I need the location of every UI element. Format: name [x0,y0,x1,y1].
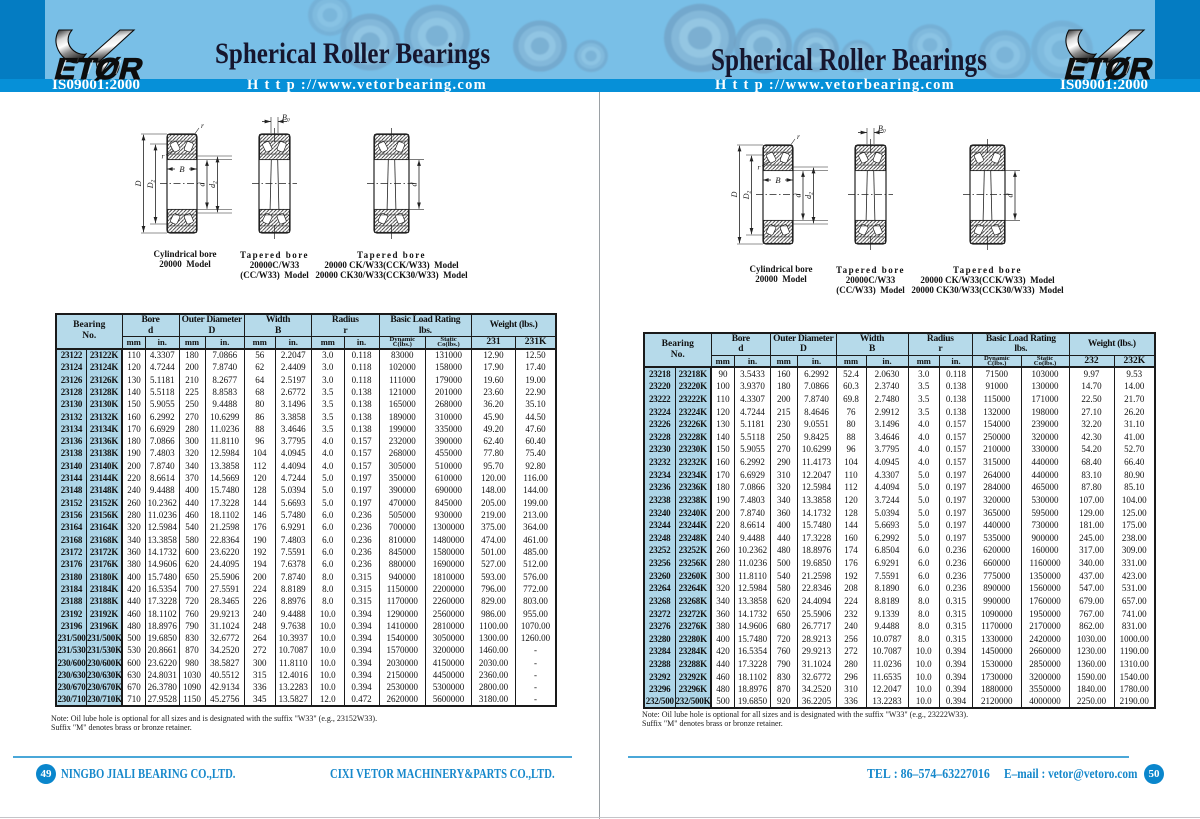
svg-text:20000 CK/W33(CCK/W33) Model: 20000 CK/W33(CCK/W33) Model [324,260,459,270]
svg-text:Tapered bore: Tapered bore [953,265,1022,275]
svg-text:r: r [162,152,165,161]
svg-text:Tapered bore: Tapered bore [240,250,309,260]
svg-text:B0: B0 [282,113,290,124]
svg-text:d: d [1006,193,1015,198]
svg-text:d2: d2 [208,181,219,188]
svg-text:Cylindrical bore: Cylindrical bore [749,264,812,274]
svg-text:D: D [730,191,739,198]
svg-text:r: r [201,121,204,130]
svg-text:B: B [775,175,780,185]
svg-text:Cylindrical bore: Cylindrical bore [153,249,216,259]
svg-text:r: r [797,132,800,141]
svg-text:20000C/W33: 20000C/W33 [250,260,300,270]
svg-text:Tapered bore: Tapered bore [357,250,426,260]
svg-text:d: d [198,182,207,187]
svg-text:20000 Model: 20000 Model [755,274,807,284]
svg-text:Tapered bore: Tapered bore [836,265,905,275]
svg-text:D: D [134,180,143,187]
svg-text:ETØR: ETØR [51,52,146,82]
svg-text:(CC/W33) Model: (CC/W33) Model [836,285,905,295]
svg-text:(CC/W33) Model: (CC/W33) Model [240,270,309,280]
svg-text:d: d [410,182,419,187]
svg-text:20000 CK30/W33(CCK30/W33) Mod: 20000 CK30/W33(CCK30/W33) Model [315,270,468,280]
svg-text:D2: D2 [146,179,157,189]
svg-text:d2: d2 [804,192,815,199]
svg-text:20000 CK/W33(CCK/W33) Model: 20000 CK/W33(CCK/W33) Model [920,275,1055,285]
svg-text:20000 CK30/W33(CCK30/W33) Mod: 20000 CK30/W33(CCK30/W33) Model [911,285,1064,295]
svg-text:B0: B0 [878,124,886,135]
svg-text:D2: D2 [742,190,753,200]
svg-text:r: r [758,163,761,172]
svg-text:B: B [179,164,184,174]
svg-text:ETØR: ETØR [1061,52,1156,82]
svg-text:20000C/W33: 20000C/W33 [846,275,896,285]
svg-text:d: d [794,193,803,198]
svg-text:20000 Model: 20000 Model [159,259,211,269]
